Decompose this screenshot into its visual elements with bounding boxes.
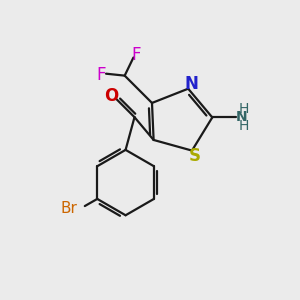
Text: H: H bbox=[238, 119, 249, 133]
Text: N: N bbox=[185, 75, 199, 93]
Text: H: H bbox=[238, 102, 249, 116]
Text: Br: Br bbox=[61, 201, 77, 216]
Text: N: N bbox=[236, 110, 248, 124]
Text: O: O bbox=[104, 87, 118, 105]
Text: F: F bbox=[131, 46, 141, 64]
Text: S: S bbox=[188, 147, 200, 165]
Text: F: F bbox=[96, 66, 106, 84]
